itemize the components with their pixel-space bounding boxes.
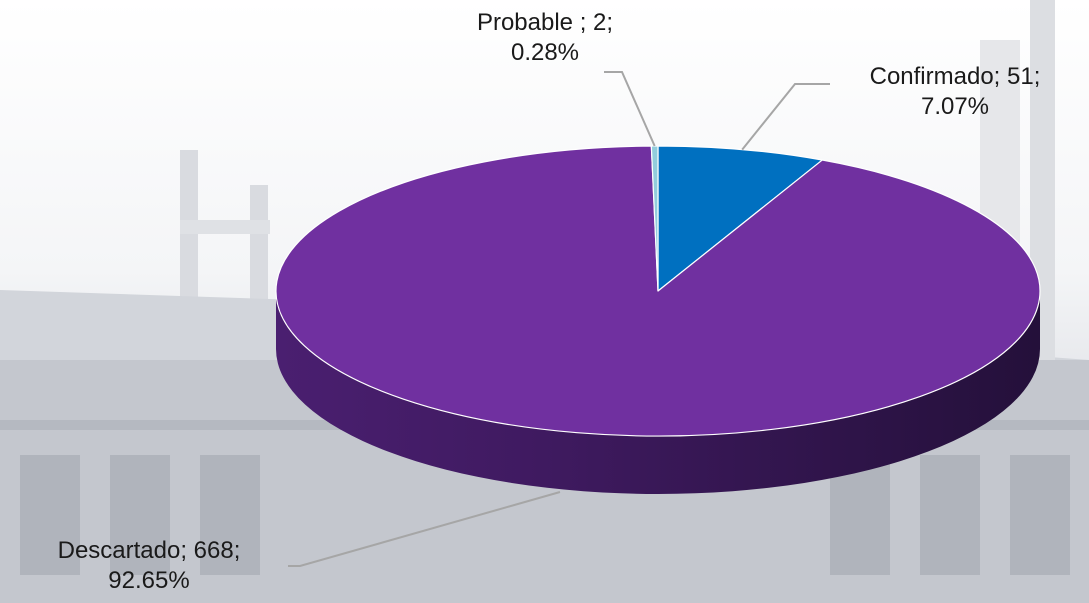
data-label-probable: Probable ; 2; 0.28% [450,8,640,68]
data-label-descartado-line1: Descartado; 668; [57,537,241,564]
leader-line-probable [604,71,656,147]
leader-lines [288,71,830,567]
pie-side-descartado [276,291,1040,494]
pie-slice-confirmado [657,145,823,292]
pie-slices [275,145,1041,437]
leader-line-confirmado [741,83,830,151]
pie-side-wall [276,291,1040,494]
data-label-probable-line2: 0.28% [510,39,580,66]
data-label-confirmado-line1: Confirmado; 51; [869,63,1041,90]
data-label-descartado-line2: 92.65% [108,567,190,594]
data-label-probable-line1: Probable ; 2; [476,9,614,36]
data-label-confirmado: Confirmado; 51; 7.07% [830,62,1080,122]
data-label-descartado: Descartado; 668; 92.65% [4,536,294,596]
leader-line-descartado [288,491,561,567]
data-label-confirmado-line2: 7.07% [920,93,990,120]
